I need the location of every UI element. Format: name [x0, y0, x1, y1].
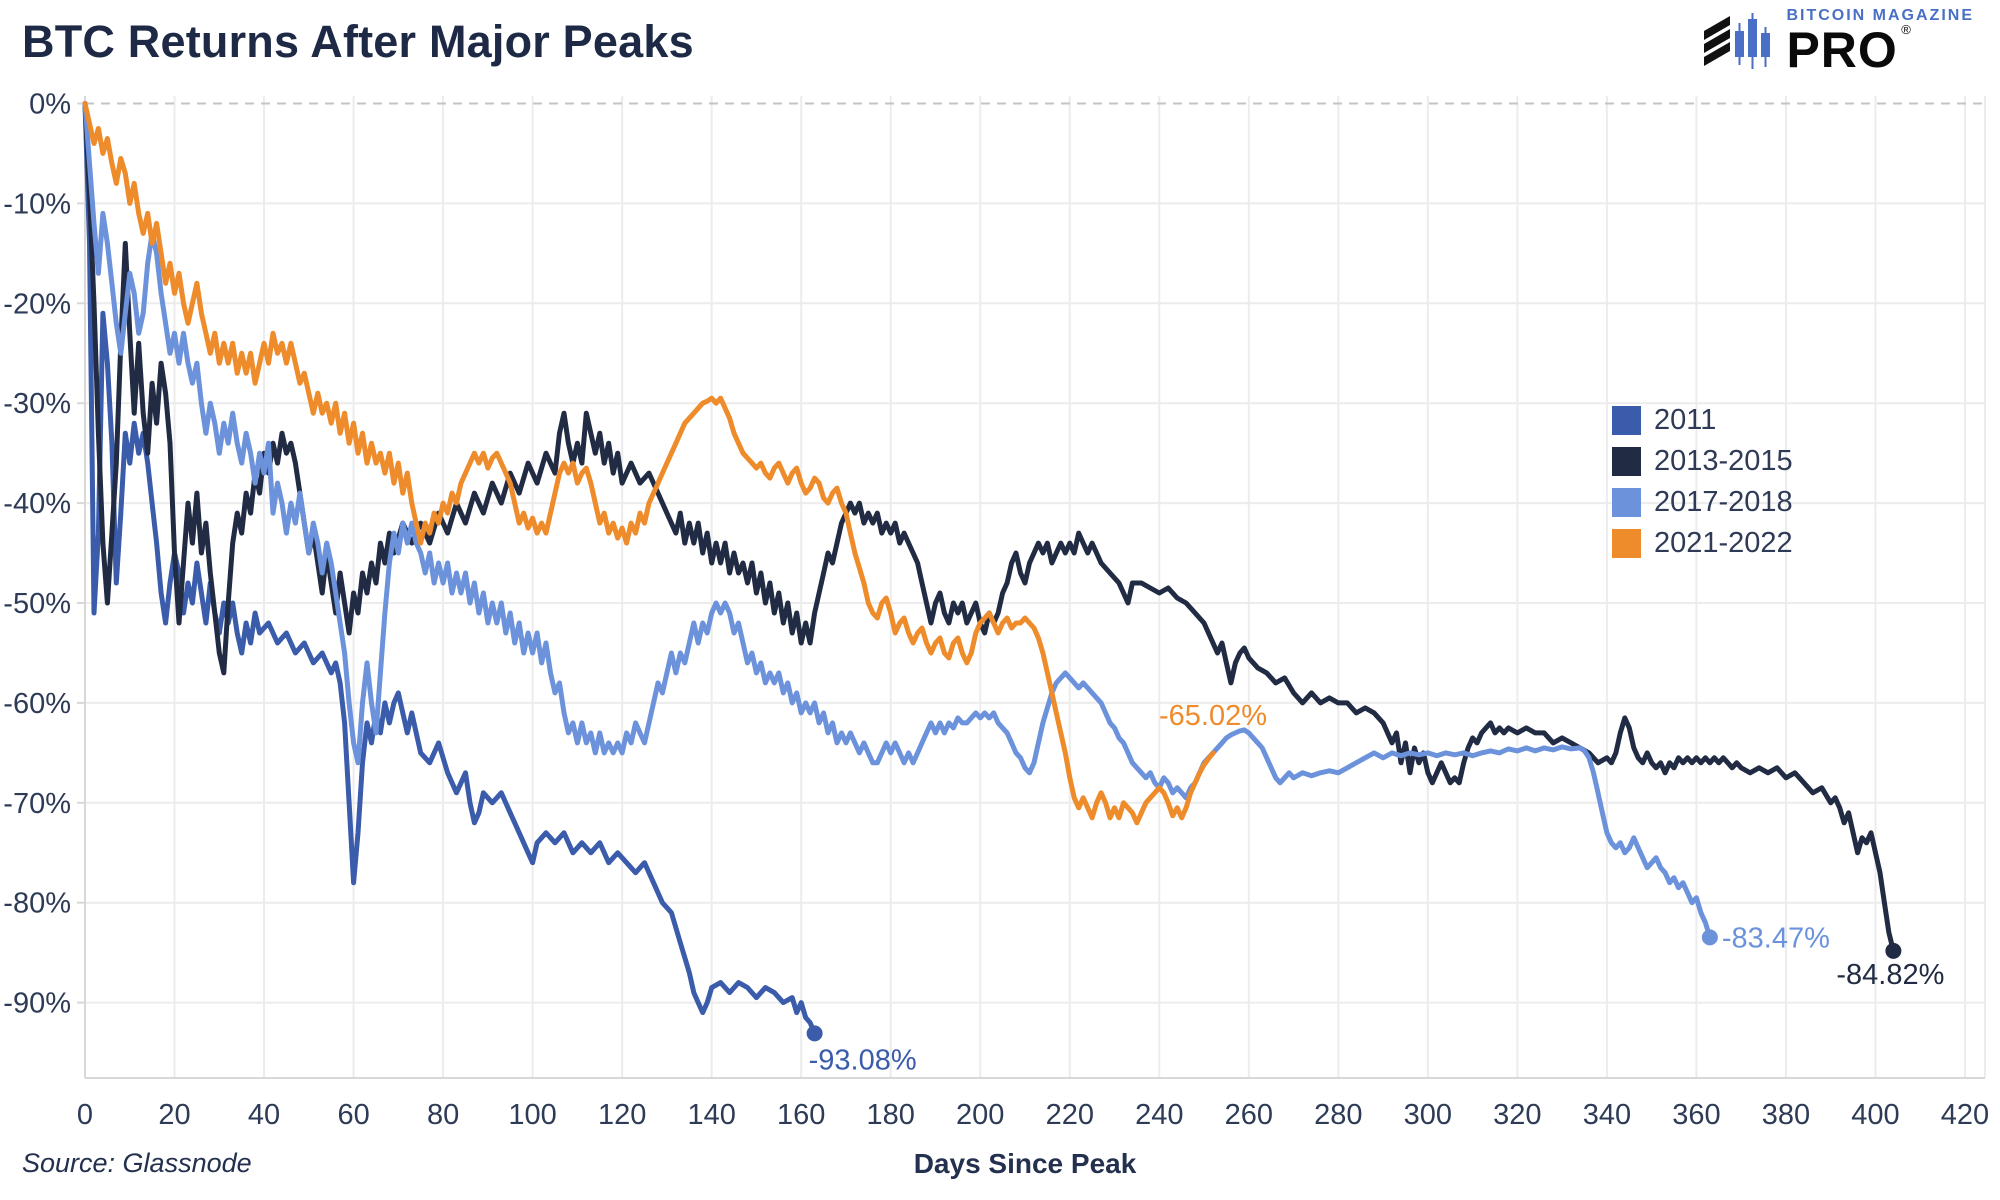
x-tick-label: 40 — [248, 1099, 280, 1131]
x-tick-label: 420 — [1941, 1099, 1989, 1131]
grid-lines — [84, 96, 1986, 1078]
logo-candlestick-icon — [1704, 12, 1771, 69]
page-title: BTC Returns After Major Peaks — [22, 16, 694, 67]
end-value-label-2017-2018: -83.47% — [1722, 922, 1830, 954]
legend-swatch-2013-2015 — [1612, 447, 1641, 476]
legend-item-2021-2022[interactable]: 2021-2022 — [1612, 527, 1793, 559]
axes: 0% -10% -20% -30% -40% -50% -60% -70% -80% -90% 0 2… — [3, 89, 1989, 1132]
x-tick-label: 160 — [777, 1099, 825, 1131]
y-tick-label: -80% — [3, 888, 71, 920]
x-tick-label: 180 — [867, 1099, 915, 1131]
end-value-label-2013-2015: -84.82% — [1836, 959, 1944, 991]
y-tick-label: -20% — [3, 288, 71, 320]
logo-brand-top: BITCOIN MAGAZINE — [1786, 7, 1974, 24]
y-tick-label: -10% — [3, 188, 71, 220]
bitcoin-magazine-pro-logo: BITCOIN MAGAZINE PRO ® — [1704, 8, 1974, 75]
end-value-label-2011: -93.08% — [809, 1044, 917, 1076]
y-tick-label: -70% — [3, 788, 71, 820]
y-tick-label: -40% — [3, 488, 71, 520]
series-line-2021-2022 — [82, 101, 1216, 826]
legend-item-2011[interactable]: 2011 — [1612, 404, 1716, 436]
x-tick-label: 0 — [77, 1099, 93, 1131]
source-note: Source: Glassnode — [22, 1148, 252, 1178]
logo-brand-main: PRO ® — [1786, 22, 1912, 78]
y-tick-label: -90% — [3, 988, 71, 1020]
series-line-2013-2015 — [82, 101, 1896, 954]
legend-label-2017-2018: 2017-2018 — [1654, 486, 1793, 518]
y-tick-label: -50% — [3, 588, 71, 620]
series-lines — [82, 101, 1896, 1036]
x-tick-label: 340 — [1583, 1099, 1631, 1131]
y-tick-label: -30% — [3, 388, 71, 420]
x-tick-label: 80 — [427, 1099, 459, 1131]
legend-swatch-2021-2022 — [1612, 529, 1641, 558]
x-tick-label: 100 — [508, 1099, 556, 1131]
x-tick-label: 360 — [1672, 1099, 1720, 1131]
x-tick-label: 220 — [1046, 1099, 1094, 1131]
legend-box: 2011 2013-2015 2017-2018 2021-2022 — [1612, 404, 1793, 559]
x-tick-label: 120 — [598, 1099, 646, 1131]
series-line-2017-2018 — [82, 101, 1713, 940]
end-dot-2013-2015 — [1885, 942, 1902, 959]
legend-label-2021-2022: 2021-2022 — [1654, 527, 1793, 559]
x-tick-label: 400 — [1851, 1099, 1899, 1131]
logo-text: BITCOIN MAGAZINE PRO ® — [1786, 7, 1974, 78]
legend-label-2011: 2011 — [1654, 404, 1716, 436]
x-tick-label: 200 — [956, 1099, 1004, 1131]
legend-item-2017-2018[interactable]: 2017-2018 — [1612, 486, 1793, 518]
end-dot-2017-2018 — [1701, 929, 1718, 946]
legend-item-2013-2015[interactable]: 2013-2015 — [1612, 445, 1793, 477]
x-tick-label: 20 — [158, 1099, 190, 1131]
legend-swatch-2017-2018 — [1612, 488, 1641, 517]
x-tick-label: 60 — [337, 1099, 369, 1131]
legend-label-2013-2015: 2013-2015 — [1654, 445, 1793, 477]
x-tick-label: 380 — [1762, 1099, 1810, 1131]
x-tick-label: 300 — [1404, 1099, 1452, 1131]
end-dot-2011 — [806, 1025, 823, 1042]
legend: 2011 2013-2015 2017-2018 2021-2022 — [1612, 404, 1793, 559]
registered-trademark: ® — [1901, 22, 1912, 37]
x-axis-title: Days Since Peak — [913, 1148, 1137, 1179]
x-tick-label: 140 — [687, 1099, 735, 1131]
end-annotations: -93.08% -84.82%-83.47% -65.02% — [806, 700, 1944, 1076]
x-tick-label: 260 — [1225, 1099, 1273, 1131]
legend-swatch-2011 — [1612, 406, 1641, 435]
y-tick-label: -60% — [3, 688, 71, 720]
x-tick-label: 320 — [1493, 1099, 1541, 1131]
end-value-label-2021-2022: -65.02% — [1159, 700, 1267, 732]
x-tick-label: 280 — [1314, 1099, 1362, 1131]
y-tick-label: 0% — [29, 89, 71, 121]
x-tick-label: 240 — [1135, 1099, 1183, 1131]
